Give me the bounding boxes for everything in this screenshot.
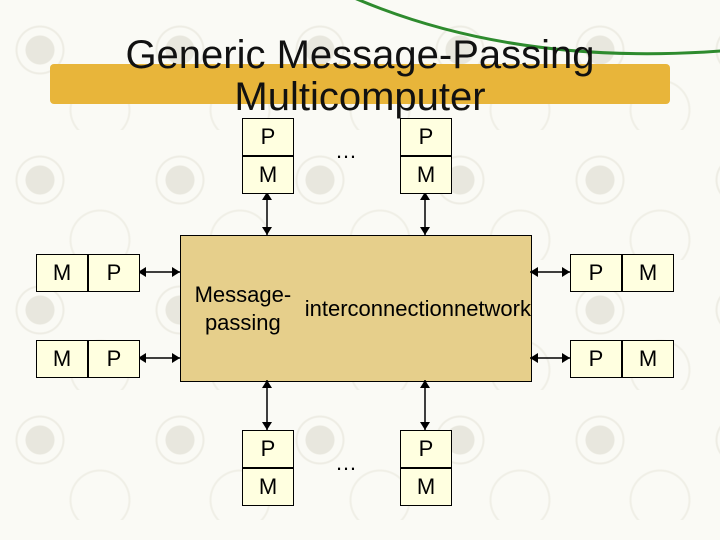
network-box: Message-passinginterconnectionnetwork bbox=[180, 235, 532, 382]
left-bottom-M: M bbox=[36, 340, 88, 378]
title-line1: Generic Message-Passing bbox=[125, 33, 594, 77]
bottom-ellipsis: … bbox=[335, 450, 357, 476]
right-top-M: M bbox=[622, 254, 674, 292]
left-bottom-P: P bbox=[88, 340, 140, 378]
left-top-P: P bbox=[88, 254, 140, 292]
top-ellipsis: … bbox=[335, 138, 357, 164]
network-text-line: Message-passing bbox=[181, 281, 305, 336]
page-title: Generic Message-Passing Multicomputer bbox=[0, 34, 720, 118]
top-right-P: P bbox=[400, 118, 452, 156]
top-right-M: M bbox=[400, 156, 452, 194]
network-text-line: interconnection bbox=[305, 295, 454, 323]
bottom-right-P: P bbox=[400, 430, 452, 468]
top-left-M: M bbox=[242, 156, 294, 194]
bottom-left-M: M bbox=[242, 468, 294, 506]
bottom-right-M: M bbox=[400, 468, 452, 506]
title-line2: Multicomputer bbox=[234, 75, 485, 119]
right-bottom-M: M bbox=[622, 340, 674, 378]
network-text-line: network bbox=[454, 295, 531, 323]
bottom-left-P: P bbox=[242, 430, 294, 468]
left-top-M: M bbox=[36, 254, 88, 292]
right-bottom-P: P bbox=[570, 340, 622, 378]
right-top-P: P bbox=[570, 254, 622, 292]
top-left-P: P bbox=[242, 118, 294, 156]
